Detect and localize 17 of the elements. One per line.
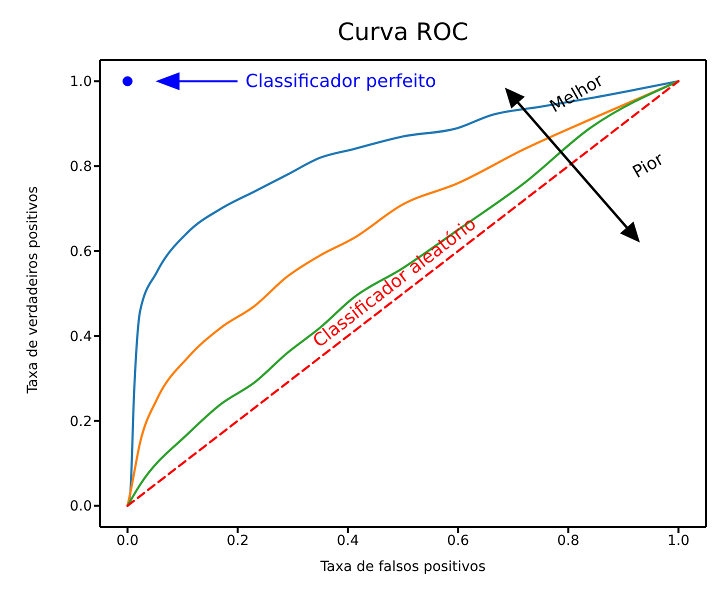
y-tick-label: 0.0 [70, 498, 92, 515]
y-tick-label: 1.0 [70, 74, 92, 90]
x-tick-label: 0.6 [446, 532, 470, 549]
x-axis-title: Taxa de falsos positivos [319, 559, 486, 575]
x-tick-label: 0.4 [336, 532, 360, 549]
y-axis-title: Taxa de verdadeiros positivos [24, 186, 41, 394]
annotation: Pior [630, 149, 668, 183]
chart-title: Curva ROC [338, 18, 468, 46]
y-tick-label: 0.4 [70, 328, 92, 345]
annotation: Classificador perfeito [246, 71, 436, 92]
y-tick-label: 0.8 [70, 159, 92, 176]
y-tick-label: 0.2 [70, 414, 92, 430]
x-tick-label: 0.8 [557, 532, 580, 549]
x-tick-label: 0.2 [226, 532, 249, 549]
x-tick-label: 0.0 [116, 532, 139, 549]
y-tick-label: 0.6 [70, 244, 92, 260]
x-tick-label: 1.0 [667, 532, 690, 549]
